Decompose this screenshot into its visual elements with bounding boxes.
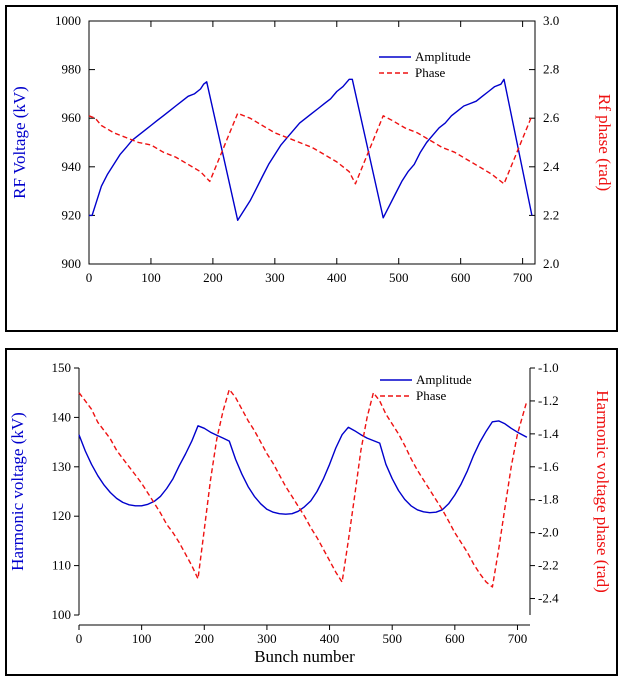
phase-series-line <box>88 112 533 185</box>
y-left-tick-label: 130 <box>52 459 72 474</box>
y-right-tick-label: -2.2 <box>538 558 559 573</box>
y-left-tick-label: 960 <box>62 110 82 125</box>
x-tick-label: 600 <box>451 270 471 285</box>
y-left-tick-label: 1000 <box>55 13 81 28</box>
bottom-chart-panel: 0 100 200 300 400 500 600 700 100 110 120 130 140 150… <box>5 348 618 676</box>
y-right-tick-label: -1.4 <box>538 426 559 441</box>
x-tick-label: 400 <box>327 270 347 285</box>
y-axis-left-label: Harmonic voltage (kV) <box>8 412 27 571</box>
phase-series-line <box>78 388 528 588</box>
y-right-tick-label: 2.0 <box>543 256 559 271</box>
y-right-tick-label: -2.4 <box>538 591 559 606</box>
x-tick-label: 300 <box>265 270 285 285</box>
x-tick-label: 700 <box>513 270 533 285</box>
legend-label-phase: Phase <box>415 65 446 80</box>
y-right-tick-label: -2.0 <box>538 525 559 540</box>
amplitude-series-line <box>89 78 533 222</box>
y-left-tick-label: 940 <box>62 159 82 174</box>
amplitude-series-line <box>78 420 528 515</box>
x-tick-label: 100 <box>141 270 161 285</box>
x-tick-label: 0 <box>76 631 83 646</box>
y-left-tick-label: 150 <box>52 360 72 375</box>
y-left-tick-label: 140 <box>52 409 72 424</box>
y-left-tick-label: 920 <box>62 207 82 222</box>
x-tick-label: 300 <box>257 631 277 646</box>
y-right-tick-label: 2.2 <box>543 207 559 222</box>
harmonic-voltage-phase-chart: 0 100 200 300 400 500 600 700 100 110 120 130 140 150… <box>8 360 612 666</box>
y-left-tick-label: 900 <box>62 256 82 271</box>
x-tick-label: 400 <box>320 631 340 646</box>
x-tick-label: 500 <box>389 270 409 285</box>
x-tick-label: 200 <box>195 631 215 646</box>
y-left-tick-label: 120 <box>52 508 72 523</box>
y-right-tick-label: -1.6 <box>538 459 559 474</box>
x-axis-label: Bunch number <box>254 647 355 666</box>
y-right-tick-label: 2.4 <box>543 159 560 174</box>
y-axis-left-label: RF Voltage (kV) <box>10 86 29 199</box>
y-left-tick-label: 110 <box>52 558 71 573</box>
rf-voltage-phase-chart: 0 100 200 300 400 500 600 700 900 920 940 960 980 100… <box>10 13 614 285</box>
plot-frame <box>88 20 536 265</box>
legend-label-phase: Phase <box>416 388 447 403</box>
y-left-tick-label: 980 <box>62 62 82 77</box>
y-right-tick-label: -1.8 <box>538 492 559 507</box>
y-left-tick-label: 100 <box>52 607 72 622</box>
top-chart-panel: 0 100 200 300 400 500 600 700 900 920 940 960 980 100… <box>5 5 618 332</box>
legend-label-amplitude: Amplitude <box>415 49 471 64</box>
y-right-tick-label: 3.0 <box>543 13 559 28</box>
y-right-tick-label: 2.6 <box>543 110 560 125</box>
legend-label-amplitude: Amplitude <box>416 372 472 387</box>
y-right-tick-label: -1.0 <box>538 360 559 375</box>
x-tick-label: 100 <box>132 631 152 646</box>
y-axis-right-label: Rf phase (rad) <box>595 94 614 191</box>
x-tick-label: 200 <box>203 270 223 285</box>
x-tick-label: 0 <box>86 270 93 285</box>
y-right-tick-label: 2.8 <box>543 62 559 77</box>
x-tick-label: 600 <box>445 631 465 646</box>
y-axis-right-label: Harmonic voltage phase (rad) <box>593 390 612 593</box>
y-right-tick-label: -1.2 <box>538 393 559 408</box>
x-tick-label: 700 <box>508 631 528 646</box>
x-tick-label: 500 <box>382 631 402 646</box>
